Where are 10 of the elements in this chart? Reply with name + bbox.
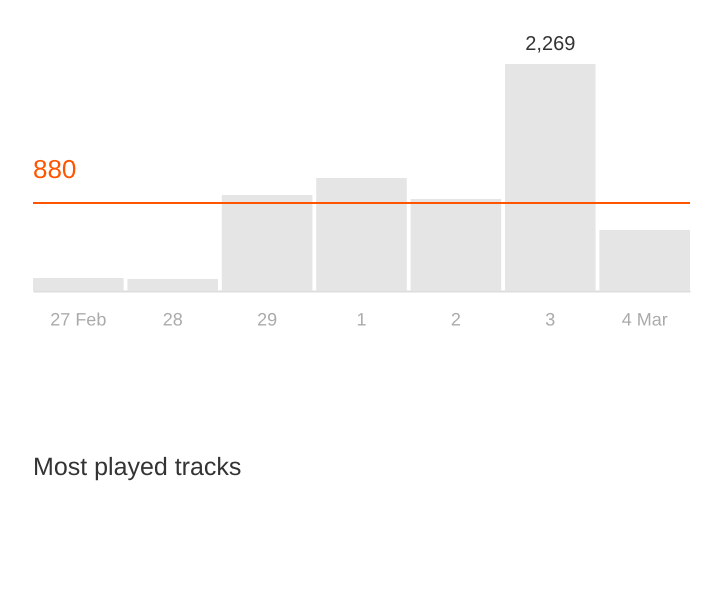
x-tick-label: 1 bbox=[356, 310, 367, 330]
x-tick-label: 2 bbox=[450, 310, 461, 330]
x-tick-label: 3 bbox=[545, 310, 556, 330]
x-tick-label: 27 Feb bbox=[50, 310, 106, 330]
ref-line-label: 880 bbox=[33, 154, 76, 184]
x-tick-label: 28 bbox=[162, 310, 183, 330]
x-tick-label: 29 bbox=[257, 310, 278, 330]
data-label: 2,269 bbox=[525, 33, 576, 55]
text: Most played tracks bbox=[33, 453, 242, 481]
x-tick-label: 4 Mar bbox=[622, 310, 668, 330]
